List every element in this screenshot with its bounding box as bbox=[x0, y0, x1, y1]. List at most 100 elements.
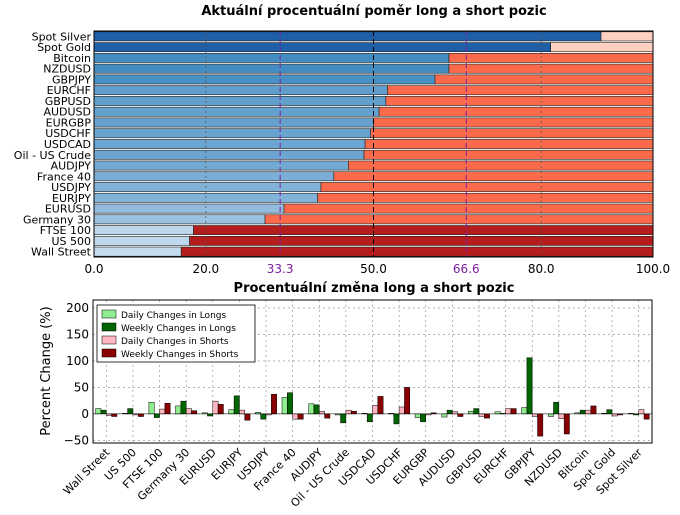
change-bar bbox=[292, 413, 299, 420]
change-bar bbox=[558, 413, 565, 419]
short-bar bbox=[448, 53, 654, 63]
change-bar bbox=[521, 407, 528, 415]
chart2-frame bbox=[92, 299, 653, 444]
legend-label: Weekly Changes in Longs bbox=[121, 324, 236, 334]
legend-label: Weekly Changes in Shorts bbox=[121, 350, 239, 360]
change-bar bbox=[319, 410, 325, 415]
y-tick-label: 100 bbox=[66, 354, 89, 368]
x-tick-label: 0.0 bbox=[84, 262, 103, 276]
legend-label: Daily Changes in Shorts bbox=[121, 337, 229, 347]
change-bar bbox=[398, 406, 405, 415]
chart1-title: Aktuální procentuální poměr long a short… bbox=[201, 4, 546, 19]
chart2-legend: Daily Changes in Longs Weekly Changes in … bbox=[96, 304, 256, 363]
change-bar bbox=[308, 403, 315, 415]
change-bar bbox=[207, 413, 214, 417]
chart2-y-ticks: 200 150 100 50 0 −50 bbox=[64, 301, 89, 447]
short-bar bbox=[180, 246, 654, 257]
change-bar bbox=[452, 411, 458, 415]
long-bar bbox=[93, 42, 552, 53]
short-bar bbox=[189, 235, 654, 246]
long-bar bbox=[93, 182, 322, 192]
change-bar bbox=[228, 409, 235, 415]
long-bar bbox=[93, 117, 374, 128]
short-bar bbox=[378, 106, 654, 117]
short-bar bbox=[373, 117, 654, 128]
long-bar bbox=[93, 63, 450, 74]
y-tick-label: 150 bbox=[66, 327, 89, 341]
change-bar bbox=[239, 409, 245, 415]
change-bar bbox=[95, 408, 102, 415]
category-label: Bitcoin bbox=[53, 52, 91, 65]
change-bar bbox=[563, 413, 570, 435]
category-label: USDCAD bbox=[44, 138, 91, 151]
change-bar bbox=[212, 400, 219, 415]
long-bar bbox=[93, 203, 285, 214]
change-bar bbox=[510, 408, 517, 415]
change-bar bbox=[606, 409, 613, 415]
change-bar bbox=[611, 413, 618, 417]
change-bar bbox=[271, 394, 277, 415]
change-bar bbox=[484, 413, 490, 419]
short-bar bbox=[385, 96, 654, 106]
short-bar bbox=[434, 74, 654, 85]
change-bar bbox=[366, 413, 373, 423]
change-bar bbox=[446, 409, 453, 415]
change-bar bbox=[185, 408, 192, 415]
short-bar bbox=[448, 63, 654, 74]
y-tick-label: 0 bbox=[81, 407, 89, 421]
category-label: Germany 30 bbox=[23, 213, 91, 226]
category-label: USDCHF bbox=[45, 127, 91, 140]
legend-box bbox=[96, 304, 256, 363]
category-label: EURGBP bbox=[46, 116, 92, 129]
change-bar bbox=[585, 409, 592, 415]
change-bar bbox=[127, 408, 134, 415]
change-bar bbox=[345, 409, 352, 415]
change-bar bbox=[180, 400, 187, 415]
category-label: Spot Silver bbox=[32, 30, 92, 43]
category-label: France 40 bbox=[37, 170, 91, 183]
category-label: FTSE 100 bbox=[40, 224, 91, 237]
long-bar bbox=[93, 106, 380, 117]
chart1-gridlines bbox=[205, 31, 542, 257]
change-bar bbox=[100, 409, 107, 415]
change-bar bbox=[457, 413, 464, 417]
long-bar bbox=[93, 128, 372, 139]
change-bar bbox=[148, 401, 155, 415]
x-tick-label-special: 66.6 bbox=[453, 262, 480, 276]
change-bar bbox=[260, 413, 267, 420]
long-bar bbox=[93, 139, 366, 149]
short-bar bbox=[363, 149, 654, 160]
short-bar bbox=[364, 139, 654, 149]
change-bar bbox=[414, 413, 421, 418]
change-bar bbox=[313, 404, 320, 415]
legend-swatch bbox=[101, 335, 117, 345]
y-tick-label: −50 bbox=[64, 433, 89, 447]
change-bar bbox=[244, 413, 251, 421]
category-label: EURUSD bbox=[45, 203, 91, 216]
change-bar bbox=[441, 413, 448, 418]
long-bar bbox=[93, 235, 190, 246]
change-bar bbox=[505, 408, 512, 415]
change-bar bbox=[420, 413, 426, 423]
long-bar bbox=[93, 171, 335, 182]
category-label: EURCHF bbox=[47, 84, 91, 97]
change-bar bbox=[138, 413, 144, 417]
change-bar bbox=[377, 396, 384, 415]
short-bar bbox=[283, 203, 654, 214]
long-bar bbox=[93, 53, 450, 63]
long-bar bbox=[93, 246, 182, 257]
category-label: GBPJPY bbox=[52, 73, 91, 86]
x-tick-label: 50.0 bbox=[360, 262, 387, 276]
change-bar bbox=[372, 405, 379, 415]
chart2-title: Procentuální změna long a short pozic bbox=[234, 281, 515, 296]
change-bar bbox=[537, 413, 544, 437]
category-label: Spot Gold bbox=[37, 41, 91, 54]
change-bar bbox=[579, 409, 586, 415]
change-bar bbox=[191, 410, 198, 415]
change-bar bbox=[638, 409, 645, 415]
y-tick-label: 50 bbox=[74, 380, 89, 394]
short-bar bbox=[264, 214, 654, 225]
category-label: Oil - US Crude bbox=[14, 149, 91, 162]
